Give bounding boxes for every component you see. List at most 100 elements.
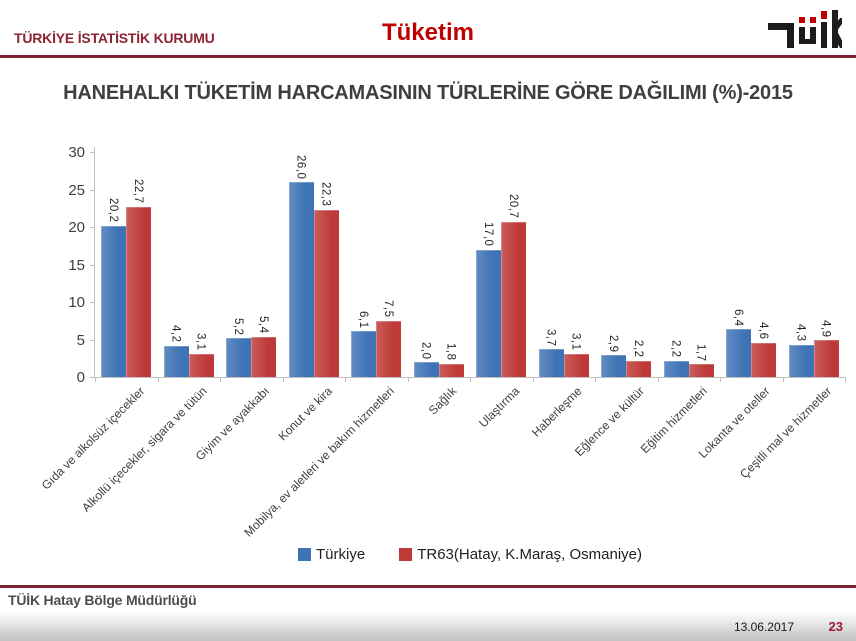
x-axis-tick <box>345 378 346 382</box>
bar-value-label: 4,2 <box>169 325 182 343</box>
legend-item: TR63(Hatay, K.Maraş, Osmaniye) <box>399 546 642 563</box>
bar-value-label: 4,3 <box>794 324 807 342</box>
category-label: Çeşitli mal ve hizmetler <box>737 384 835 482</box>
legend-swatch-icon <box>399 548 413 561</box>
category-label: Eğlence ve kültür <box>572 384 648 459</box>
bar-value-label: 5,2 <box>231 317 244 336</box>
bar-tr63-hatay-k-mara-osmaniye <box>313 209 339 377</box>
x-axis-line <box>94 377 846 378</box>
category-label: Gıda ve alkolsüz içecekler <box>38 384 148 493</box>
bar-tr63-hatay-k-mara-osmaniye <box>501 221 527 377</box>
x-axis-tick <box>845 378 846 382</box>
bar-value-label: 3,7 <box>544 328 557 347</box>
bar-t-rkiye <box>351 331 377 377</box>
bar-t-rkiye <box>726 329 752 377</box>
y-axis-tick-label: 15 <box>68 256 85 274</box>
y-axis-line <box>94 147 95 378</box>
org-name: TÜRKİYE İSTATİSTİK KURUMU <box>14 30 215 46</box>
x-axis-tick <box>95 378 96 382</box>
bar-t-rkiye <box>476 249 502 377</box>
bar-tr63-hatay-k-mara-osmaniye <box>126 206 152 377</box>
x-axis-tick <box>532 378 534 382</box>
legend-item: Türkiye <box>298 546 365 563</box>
y-axis-tick-label: 25 <box>68 181 85 199</box>
bar-t-rkiye <box>163 345 189 377</box>
bar-tr63-hatay-k-mara-osmaniye <box>688 364 714 377</box>
chart-title: HANEHALKI TÜKETİM HARCAMASININ TÜRLERİNE… <box>63 82 793 104</box>
x-axis-tick <box>157 378 159 382</box>
x-axis-tick <box>407 378 409 382</box>
y-axis-tick-label: 0 <box>76 369 85 386</box>
category-label: Alkollü içecekler, sigara ve tütün <box>79 384 210 515</box>
bar-value-label: 2,0 <box>419 341 432 360</box>
legend-label: Türkiye <box>316 546 366 563</box>
category-label: Haberleşme <box>528 384 585 440</box>
bar-value-label: 3,1 <box>569 333 582 351</box>
y-axis-tick <box>90 189 94 191</box>
category-label: Konut ve kira <box>275 384 335 444</box>
legend-swatch-icon <box>298 548 312 561</box>
footer-band <box>0 611 856 641</box>
bar-t-rkiye <box>663 360 689 377</box>
y-axis-tick <box>90 152 94 153</box>
y-axis-tick-label: 5 <box>76 331 85 349</box>
header-divider <box>0 55 856 58</box>
bar-tr63-hatay-k-mara-osmaniye <box>438 363 464 377</box>
bar-value-label: 20,2 <box>106 198 119 223</box>
bar-value-label: 4,6 <box>756 322 769 340</box>
bar-t-rkiye <box>101 225 127 377</box>
bar-tr63-hatay-k-mara-osmaniye <box>626 360 652 377</box>
bar-value-label: 2,9 <box>606 334 619 353</box>
bar-value-label: 3,1 <box>194 333 207 351</box>
bar-t-rkiye <box>288 182 314 377</box>
bar-tr63-hatay-k-mara-osmaniye <box>563 353 589 377</box>
x-axis-tick <box>720 378 721 382</box>
bar-value-label: 6,4 <box>731 308 744 327</box>
bar-value-label: 2,2 <box>631 340 644 358</box>
bar-value-label: 1,8 <box>444 343 457 361</box>
bar-value-label: 6,1 <box>356 310 369 329</box>
bar-value-label: 1,7 <box>694 343 707 362</box>
x-axis-tick <box>782 378 784 382</box>
chart-legend: Türkiye TR63(Hatay, K.Maraş, Osmaniye) <box>95 546 845 563</box>
bar-t-rkiye <box>226 338 252 377</box>
y-axis-tick <box>90 227 94 228</box>
footer-divider <box>0 585 856 588</box>
bar-tr63-hatay-k-mara-osmaniye <box>251 336 277 377</box>
bar-tr63-hatay-k-mara-osmaniye <box>376 320 402 377</box>
tuik-logo-icon <box>766 8 846 57</box>
y-axis-tick-label: 10 <box>68 294 85 311</box>
category-label: Mobilya, ev aletleri ve bakım hizmetleri <box>241 384 398 540</box>
y-axis-tick <box>90 339 94 341</box>
bar-value-label: 2,2 <box>669 340 682 358</box>
bar-tr63-hatay-k-mara-osmaniye <box>751 342 777 377</box>
bar-value-label: 5,4 <box>256 316 269 334</box>
section-title: Tüketim <box>381 19 474 46</box>
y-axis-tick-label: 30 <box>68 144 85 161</box>
x-axis-tick <box>220 378 221 382</box>
bar-tr63-hatay-k-mara-osmaniye <box>813 340 839 377</box>
bar-t-rkiye <box>538 349 564 377</box>
x-axis-tick <box>282 378 284 382</box>
y-axis-tick <box>90 377 94 378</box>
y-axis-tick-label: 20 <box>68 219 85 236</box>
x-axis-tick <box>470 378 471 382</box>
category-label: Giyim ve ayakkabı <box>192 384 273 464</box>
y-axis-tick <box>90 264 94 266</box>
bar-t-rkiye <box>601 355 627 377</box>
bar-value-label: 7,5 <box>381 300 394 318</box>
bar-value-label: 26,0 <box>294 154 307 179</box>
footer-date: 13.06.2017 <box>733 620 794 634</box>
bar-t-rkiye <box>788 344 814 377</box>
bar-tr63-hatay-k-mara-osmaniye <box>188 353 214 377</box>
page-number: 23 <box>828 619 843 634</box>
bar-value-label: 22,3 <box>319 182 332 207</box>
category-label: Eğitim hizmetleri <box>637 384 710 457</box>
bar-t-rkiye <box>413 362 439 377</box>
category-label: Sağlık <box>426 384 460 418</box>
category-label: Ulaştırma <box>475 384 523 431</box>
legend-label: TR63(Hatay, K.Maraş, Osmaniye) <box>417 546 642 563</box>
footer-org-text: TÜİK Hatay Bölge Müdürlüğü <box>8 592 197 608</box>
y-axis-tick <box>90 302 94 303</box>
